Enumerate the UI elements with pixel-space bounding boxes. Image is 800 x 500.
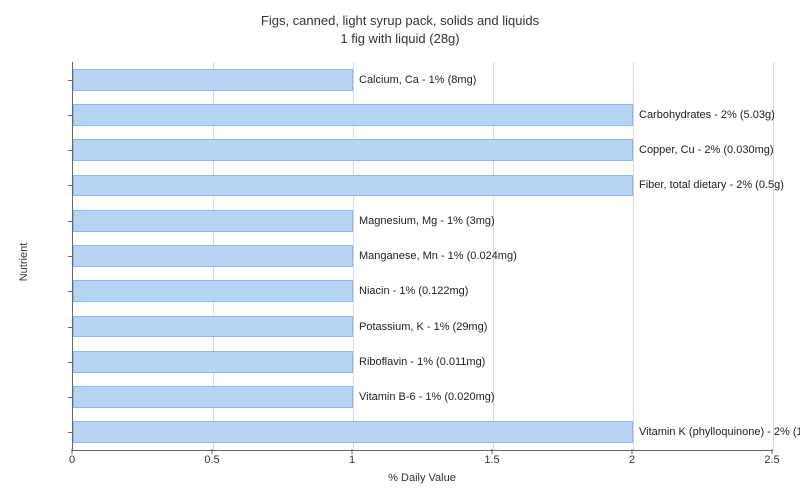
bar-label: Niacin - 1% (0.122mg) xyxy=(353,285,468,297)
y-tick-mark xyxy=(68,150,73,151)
bar xyxy=(73,351,353,373)
bar xyxy=(73,69,353,91)
y-tick-mark xyxy=(68,432,73,433)
bar-label: Vitamin B-6 - 1% (0.020mg) xyxy=(353,391,495,403)
bar-slot: Manganese, Mn - 1% (0.024mg) xyxy=(73,245,773,267)
chart-title: Figs, canned, light syrup pack, solids a… xyxy=(0,0,800,47)
y-tick-mark xyxy=(68,362,73,363)
bar xyxy=(73,104,633,126)
bar-label: Carbohydrates - 2% (5.03g) xyxy=(633,109,775,121)
bar-label: Magnesium, Mg - 1% (3mg) xyxy=(353,215,495,227)
x-tick-label: 0 xyxy=(69,454,75,466)
bar-slot: Magnesium, Mg - 1% (3mg) xyxy=(73,210,773,232)
bar-label: Manganese, Mn - 1% (0.024mg) xyxy=(353,250,517,262)
bar xyxy=(73,210,353,232)
bar xyxy=(73,175,633,197)
y-tick-mark xyxy=(68,291,73,292)
bar-slot: Vitamin K (phylloquinone) - 2% (1.2mcg) xyxy=(73,421,773,443)
bar xyxy=(73,280,353,302)
bars-layer: Calcium, Ca - 1% (8mg) Carbohydrates - 2%… xyxy=(73,62,773,450)
bar-label: Riboflavin - 1% (0.011mg) xyxy=(353,356,485,368)
bar-slot: Copper, Cu - 2% (0.030mg) xyxy=(73,139,773,161)
title-line-1: Figs, canned, light syrup pack, solids a… xyxy=(0,12,800,30)
x-axis-label: % Daily Value xyxy=(388,472,456,484)
bar-label: Copper, Cu - 2% (0.030mg) xyxy=(633,144,774,156)
plot-area: Calcium, Ca - 1% (8mg) Carbohydrates - 2%… xyxy=(72,62,773,451)
y-axis-label: Nutrient xyxy=(18,243,30,282)
bar xyxy=(73,386,353,408)
bar-label: Vitamin K (phylloquinone) - 2% (1.2mcg) xyxy=(633,426,800,438)
bar xyxy=(73,245,353,267)
nutrient-chart: Figs, canned, light syrup pack, solids a… xyxy=(0,0,800,500)
bar xyxy=(73,421,633,443)
bar-label: Fiber, total dietary - 2% (0.5g) xyxy=(633,179,784,191)
bar-slot: Potassium, K - 1% (29mg) xyxy=(73,316,773,338)
y-tick-mark xyxy=(68,185,73,186)
x-tick-label: 0.5 xyxy=(204,454,219,466)
x-tick-label: 2 xyxy=(629,454,635,466)
bar-slot: Calcium, Ca - 1% (8mg) xyxy=(73,69,773,91)
y-tick-mark xyxy=(68,80,73,81)
title-line-2: 1 fig with liquid (28g) xyxy=(0,30,800,48)
bar-label: Calcium, Ca - 1% (8mg) xyxy=(353,74,476,86)
x-tick-label: 1.5 xyxy=(484,454,499,466)
bar-slot: Vitamin B-6 - 1% (0.020mg) xyxy=(73,386,773,408)
y-tick-mark xyxy=(68,115,73,116)
bar xyxy=(73,316,353,338)
bar-label: Potassium, K - 1% (29mg) xyxy=(353,321,487,333)
bar-slot: Fiber, total dietary - 2% (0.5g) xyxy=(73,175,773,197)
bar-slot: Carbohydrates - 2% (5.03g) xyxy=(73,104,773,126)
y-tick-mark xyxy=(68,397,73,398)
x-tick-label: 1 xyxy=(349,454,355,466)
x-tick-label: 2.5 xyxy=(764,454,779,466)
y-tick-mark xyxy=(68,256,73,257)
y-tick-mark xyxy=(68,327,73,328)
bar xyxy=(73,139,633,161)
y-tick-mark xyxy=(68,221,73,222)
bar-slot: Niacin - 1% (0.122mg) xyxy=(73,280,773,302)
bar-slot: Riboflavin - 1% (0.011mg) xyxy=(73,351,773,373)
